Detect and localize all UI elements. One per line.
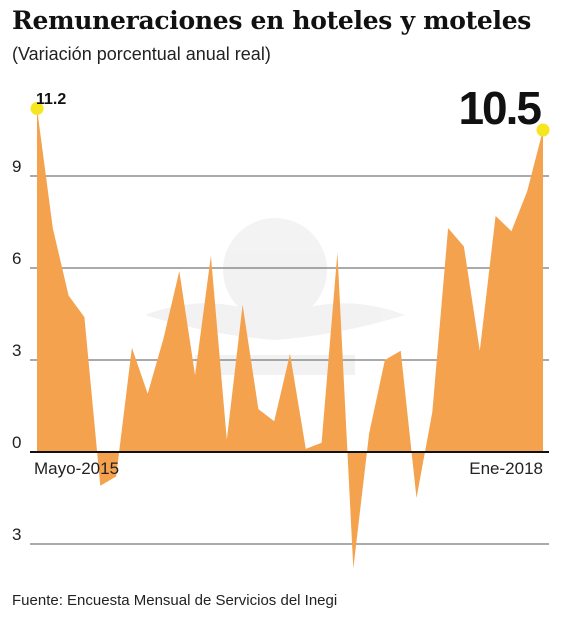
y-tick-label: 3 — [12, 525, 21, 544]
y-tick-label: 6 — [12, 249, 21, 268]
y-tick-label: 3 — [12, 341, 21, 360]
x-end-label: Ene-2018 — [469, 459, 543, 478]
series-area — [37, 108, 543, 569]
source-note: Fuente: Encuesta Mensual de Servicios de… — [12, 592, 338, 609]
x-start-label: Mayo-2015 — [34, 459, 119, 478]
end-marker — [536, 123, 550, 137]
chart-title: Remuneraciones en hoteles y moteles — [12, 6, 532, 35]
chart-subtitle: (Variación porcentual anual real) — [12, 44, 271, 64]
y-tick-label: 9 — [12, 157, 21, 176]
start-value-label: 11.2 — [36, 91, 66, 108]
start-marker — [30, 102, 44, 116]
y-tick-label: 0 — [12, 433, 21, 452]
end-value-label: 10.5 — [458, 82, 541, 134]
